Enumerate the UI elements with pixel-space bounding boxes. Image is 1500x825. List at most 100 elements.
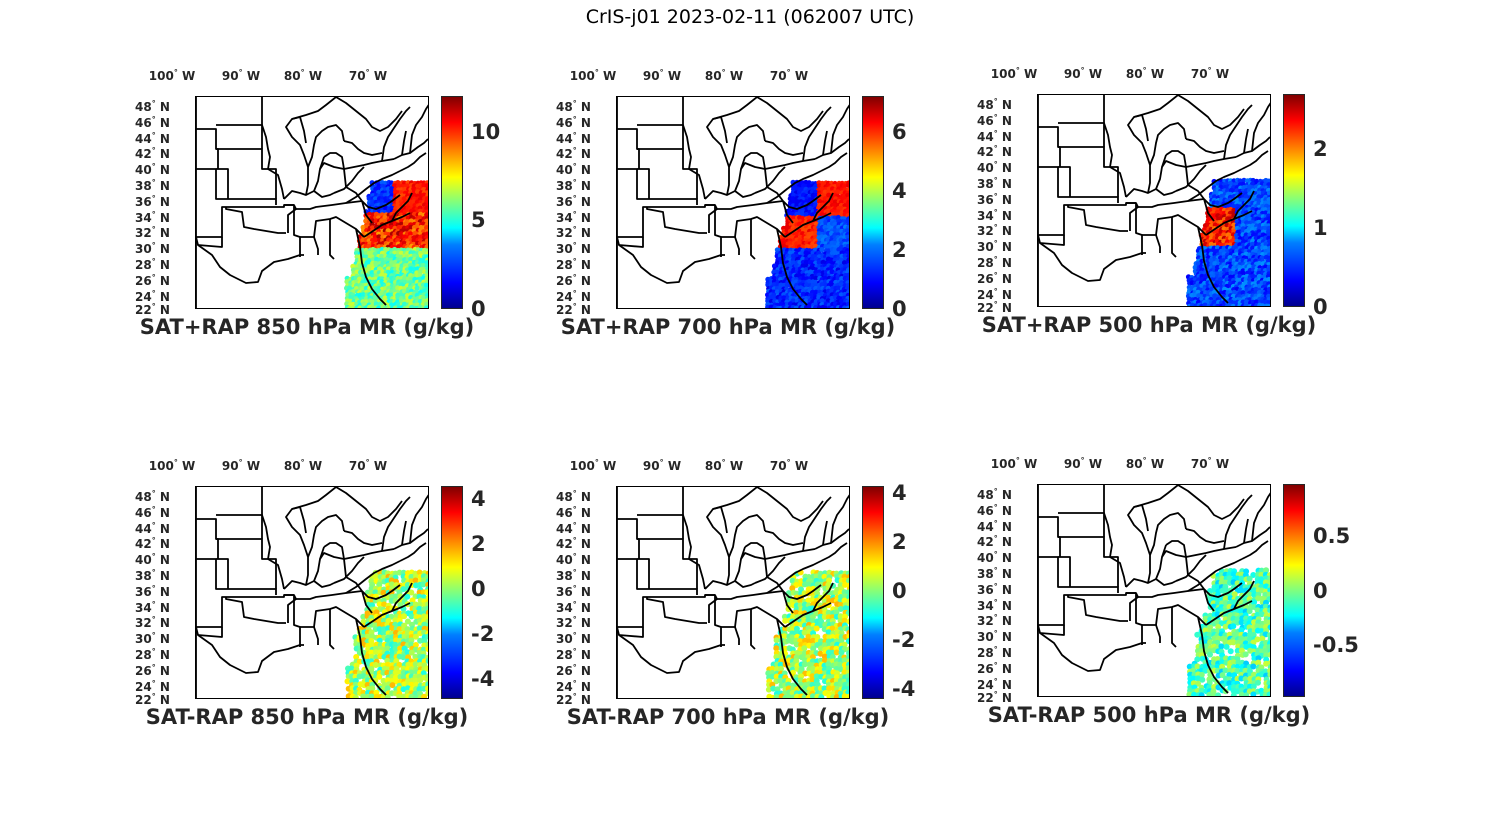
latitude-label: 42° N	[135, 146, 170, 162]
boundary-line	[764, 548, 816, 560]
observation-point	[1250, 572, 1257, 578]
observation-point	[1255, 595, 1262, 602]
observation-point	[1251, 587, 1258, 594]
boundary-line	[1203, 588, 1215, 612]
observation-point	[381, 629, 388, 636]
boundary-line	[1038, 516, 1061, 557]
latitude-label: 22° N	[556, 692, 591, 708]
observation-point	[1222, 623, 1229, 630]
boundary-line	[299, 116, 307, 144]
observation-point	[408, 266, 414, 272]
observation-point	[364, 653, 371, 660]
boundary-line	[802, 106, 832, 162]
boundary-line	[1155, 544, 1167, 580]
observation-point	[838, 681, 844, 688]
boundary-line	[361, 584, 401, 600]
observation-point	[1238, 619, 1245, 626]
observation-point	[414, 285, 420, 291]
boundary-line	[1039, 632, 1146, 672]
observation-point	[1251, 671, 1257, 678]
longitude-label: 100° W	[569, 458, 617, 473]
boundary-line	[300, 626, 319, 645]
observation-point	[1246, 591, 1253, 598]
boundary-line	[283, 190, 315, 200]
observation-point	[784, 282, 790, 288]
observation-point	[825, 661, 832, 668]
longitude-label: 100° W	[990, 456, 1038, 471]
observation-point	[384, 669, 391, 676]
satellite-observations	[765, 179, 849, 308]
latitude-label: 36° N	[977, 191, 1012, 207]
observation-point	[423, 305, 428, 308]
boundary-line	[688, 558, 706, 590]
latitude-label: 44° N	[135, 520, 170, 536]
boundary-line	[1038, 166, 1119, 203]
boundary-line	[345, 170, 401, 204]
boundary-line	[261, 514, 271, 560]
boundary-line	[1135, 593, 1143, 645]
boundary-line	[1233, 580, 1255, 610]
observation-point	[782, 617, 789, 624]
boundary-line	[1058, 146, 1119, 197]
boundary-line	[323, 152, 347, 188]
observation-point	[1195, 680, 1201, 687]
latitude-label: 46° N	[977, 502, 1012, 518]
boundary-line	[618, 634, 725, 674]
boundary-line	[705, 200, 784, 210]
us-map-with-observations	[617, 487, 849, 698]
boundary-line	[820, 152, 848, 172]
observation-point	[1202, 302, 1208, 306]
longitude-label: 70° W	[769, 68, 809, 83]
boundary-line	[1165, 540, 1189, 576]
boundary-line	[319, 552, 345, 560]
observation-point	[841, 657, 848, 664]
boundary-line	[284, 200, 363, 210]
latitude-label: 28° N	[556, 647, 591, 662]
boundary-line	[1177, 485, 1245, 520]
boundary-line	[704, 580, 736, 590]
observation-point	[392, 617, 399, 624]
boundary-line	[637, 124, 684, 149]
boundary-line	[820, 542, 848, 562]
state-boundaries	[196, 97, 428, 308]
colorbar-tick-label: 1	[1313, 216, 1328, 241]
observation-point	[1244, 235, 1250, 241]
observation-point	[837, 661, 844, 668]
state-boundaries	[617, 97, 849, 308]
boundary-line	[345, 560, 401, 594]
boundary-line	[646, 597, 707, 624]
us-map-with-observations	[1038, 485, 1270, 696]
observation-point	[1266, 216, 1270, 222]
observation-point	[353, 654, 360, 660]
satellite-observations	[344, 569, 428, 698]
boundary-line	[766, 186, 784, 202]
boundary-line	[830, 494, 849, 544]
longitude-label: 90° W	[221, 458, 261, 473]
latitude-label: 22° N	[135, 302, 170, 318]
observation-point	[372, 649, 379, 656]
boundary-line	[287, 208, 297, 233]
boundary-line	[812, 582, 834, 612]
observation-point	[424, 665, 428, 672]
observation-point	[1234, 668, 1241, 674]
observation-point	[369, 602, 376, 609]
observation-point	[416, 686, 423, 693]
observation-point	[1226, 575, 1233, 582]
observation-point	[408, 693, 415, 698]
panel-title: SAT-RAP 700 hPa MR (g/kg)	[566, 705, 890, 729]
latitude-label: 34° N	[977, 597, 1012, 613]
observation-point	[1211, 684, 1218, 690]
boundary-line	[720, 116, 728, 144]
boundary-line	[1125, 578, 1157, 588]
state-boundaries	[617, 487, 849, 698]
boundary-line	[343, 140, 383, 156]
latitude-label: 40° N	[977, 160, 1012, 176]
boundary-line	[283, 580, 315, 590]
boundary-line	[1149, 122, 1187, 166]
boundary-line	[714, 205, 722, 257]
observation-point	[412, 642, 419, 648]
boundary-line	[1039, 242, 1146, 282]
boundary-line	[1038, 556, 1119, 593]
latitude-label: 36° N	[135, 583, 170, 599]
boundary-line	[1129, 206, 1139, 231]
